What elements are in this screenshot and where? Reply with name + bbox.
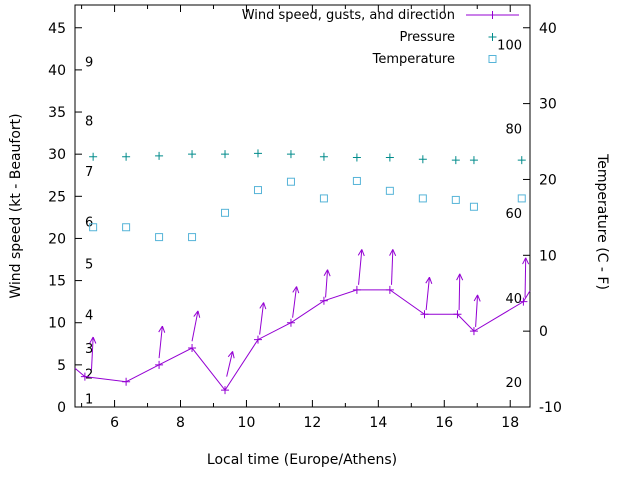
pressure-series xyxy=(89,149,526,165)
temperature-series xyxy=(89,176,526,242)
svg-text:12: 12 xyxy=(303,415,321,431)
x-axis-label: Local time (Europe/Athens) xyxy=(206,452,398,468)
svg-text:Pressure: Pressure xyxy=(399,30,455,45)
svg-text:20: 20 xyxy=(539,172,557,188)
axes: 6 8 10 12 14 16 18051015202530354045-100102030… xyxy=(48,4,562,431)
y-axis-label-left: Wind speed (kt - Beaufort) xyxy=(8,113,24,299)
svg-text:8: 8 xyxy=(85,114,93,129)
svg-text:2: 2 xyxy=(85,367,93,382)
y-axis-label-right: Temperature (C - F) xyxy=(594,154,610,290)
svg-text:30: 30 xyxy=(48,147,66,163)
svg-text:40: 40 xyxy=(48,63,66,79)
svg-text:5: 5 xyxy=(57,358,66,374)
svg-text:10: 10 xyxy=(238,415,256,431)
svg-text:7: 7 xyxy=(85,165,93,180)
svg-text:80: 80 xyxy=(505,123,522,138)
svg-text:8: 8 xyxy=(176,415,185,431)
svg-text:0: 0 xyxy=(539,324,548,340)
svg-text:60: 60 xyxy=(505,207,522,222)
svg-text:Temperature: Temperature xyxy=(372,52,455,67)
fahrenheit-scale-labels: 20 40 60 80 100 xyxy=(497,38,522,391)
svg-text:6: 6 xyxy=(85,216,93,231)
svg-text:4: 4 xyxy=(85,308,93,323)
svg-text:40: 40 xyxy=(539,21,557,37)
wind-speed-series xyxy=(74,285,531,395)
svg-text:18: 18 xyxy=(501,415,519,431)
svg-text:45: 45 xyxy=(48,21,66,37)
svg-text:25: 25 xyxy=(48,189,66,205)
svg-text:5: 5 xyxy=(85,258,93,273)
svg-text:14: 14 xyxy=(369,415,387,431)
svg-text:6: 6 xyxy=(110,415,119,431)
svg-text:35: 35 xyxy=(48,105,66,121)
svg-text:9: 9 xyxy=(85,55,93,70)
svg-text:20: 20 xyxy=(48,231,66,247)
svg-text:15: 15 xyxy=(48,274,66,290)
legend: Wind speed, gusts, and direction Pressure… xyxy=(242,8,519,67)
beaufort-scale-labels: 1 2 3 4 5 6 7 8 9 xyxy=(85,55,93,407)
svg-text:-10: -10 xyxy=(539,400,562,416)
svg-text:3: 3 xyxy=(85,342,93,357)
svg-text:1: 1 xyxy=(85,393,93,408)
svg-text:100: 100 xyxy=(497,38,522,53)
svg-text:20: 20 xyxy=(505,376,522,391)
svg-text:0: 0 xyxy=(57,400,66,416)
svg-text:10: 10 xyxy=(48,316,66,332)
gust-arrows xyxy=(89,249,530,377)
svg-text:10: 10 xyxy=(539,248,557,264)
svg-text:16: 16 xyxy=(435,415,453,431)
svg-text:Wind speed, gusts, and directi: Wind speed, gusts, and direction xyxy=(242,8,455,23)
svg-text:30: 30 xyxy=(539,97,557,113)
svg-text:40: 40 xyxy=(505,292,522,307)
